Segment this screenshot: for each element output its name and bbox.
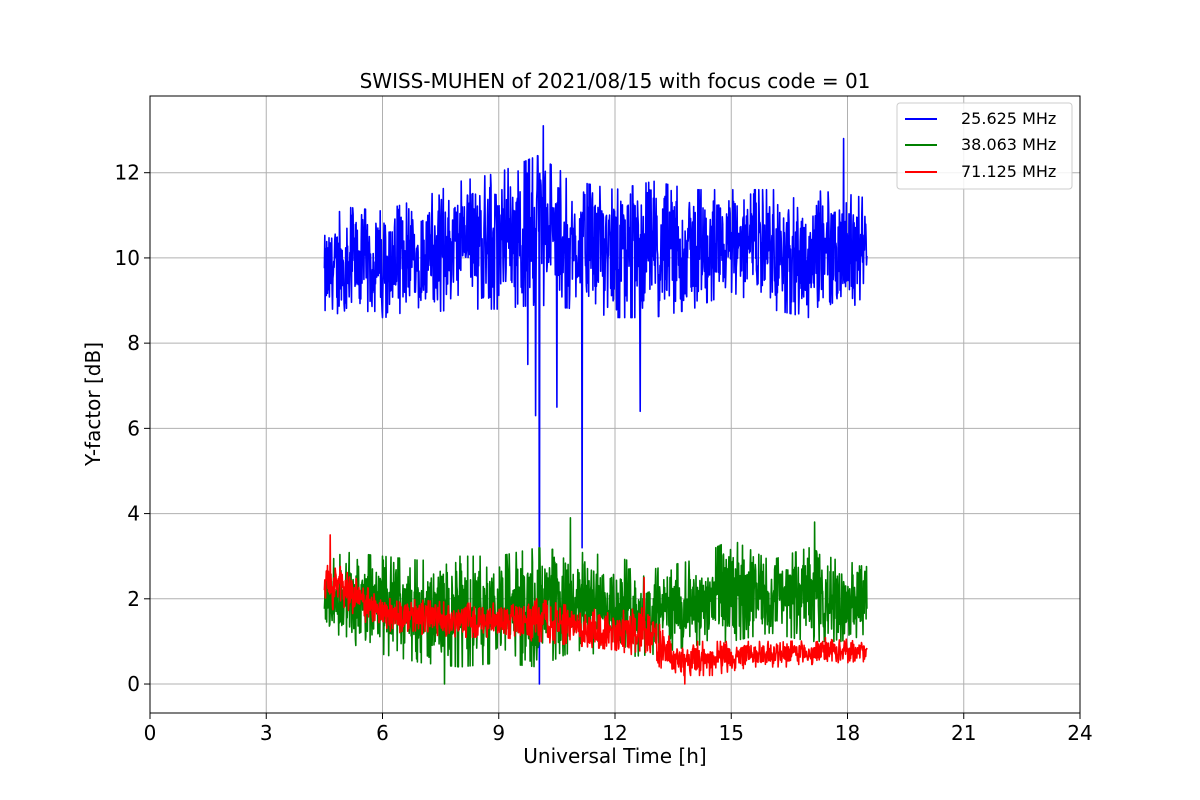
legend-label-38-063: 38.063 MHz bbox=[961, 135, 1056, 154]
y-tick-label: 2 bbox=[127, 587, 140, 611]
x-tick-label: 9 bbox=[492, 721, 505, 745]
series-line-1 bbox=[323, 517, 868, 685]
legend-label-25-625: 25.625 MHz bbox=[961, 109, 1056, 128]
legend: 25.625 MHz 38.063 MHz 71.125 MHz bbox=[896, 102, 1073, 190]
series-line-2 bbox=[323, 534, 868, 685]
y-tick-label: 12 bbox=[115, 161, 140, 185]
x-tick-label: 24 bbox=[1067, 721, 1092, 745]
x-tick-label: 21 bbox=[951, 721, 976, 745]
y-tick-label: 6 bbox=[127, 416, 140, 440]
y-axis-label: Y-factor [dB] bbox=[81, 342, 105, 467]
legend-label-71-125: 71.125 MHz bbox=[961, 162, 1056, 181]
series-line-0 bbox=[323, 125, 868, 685]
series-layer bbox=[323, 125, 868, 685]
y-tick-label: 8 bbox=[127, 331, 140, 355]
chart-title: SWISS-MUHEN of 2021/08/15 with focus cod… bbox=[360, 69, 871, 93]
x-tick-label: 6 bbox=[376, 721, 389, 745]
x-tick-label: 18 bbox=[835, 721, 860, 745]
x-tick-label: 0 bbox=[144, 721, 157, 745]
x-tick-label: 12 bbox=[602, 721, 627, 745]
legend-box bbox=[896, 102, 1073, 190]
y-tick-label: 4 bbox=[127, 502, 140, 526]
y-tick-label: 10 bbox=[115, 246, 140, 270]
y-tick-label: 0 bbox=[127, 672, 140, 696]
x-tick-label: 15 bbox=[719, 721, 744, 745]
x-tick-label: 3 bbox=[260, 721, 273, 745]
x-axis-label: Universal Time [h] bbox=[523, 744, 706, 768]
